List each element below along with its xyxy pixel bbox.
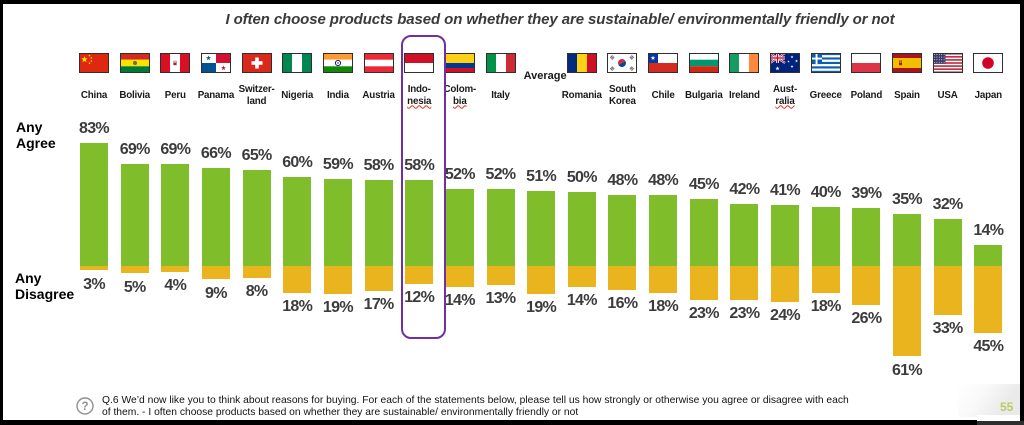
svg-text:?: ?	[81, 401, 88, 413]
